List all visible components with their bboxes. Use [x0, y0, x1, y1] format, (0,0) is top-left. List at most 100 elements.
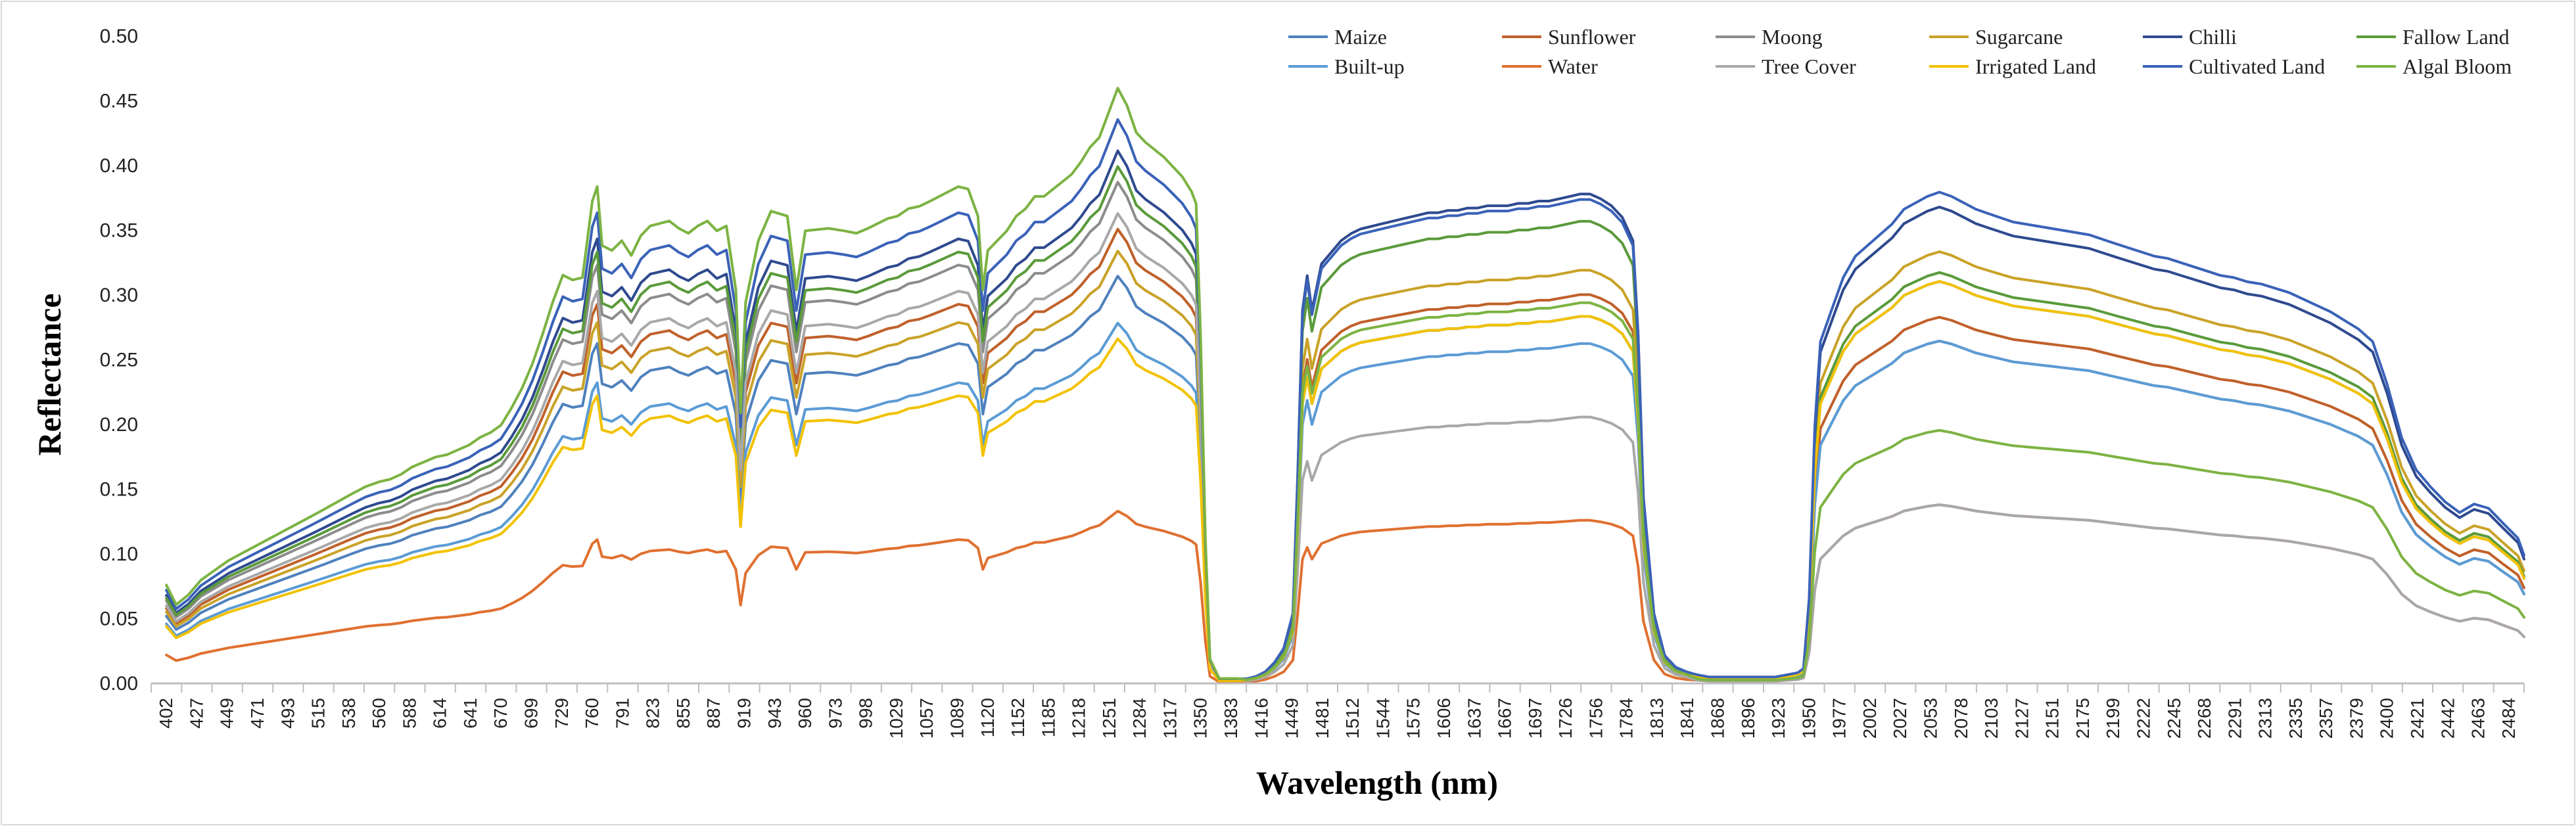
x-tick-label: 1089 — [947, 698, 967, 739]
legend-label: Irrigated Land — [1975, 55, 2096, 78]
x-tick-label: 1726 — [1555, 698, 1576, 739]
y-tick-label: 0.40 — [100, 155, 138, 177]
x-tick-label: 960 — [795, 698, 815, 729]
legend-label: Maize — [1334, 25, 1387, 49]
x-tick-label: 471 — [247, 698, 268, 729]
x-tick-label: 2127 — [2011, 698, 2032, 739]
x-tick-label: 919 — [734, 698, 755, 729]
x-tick-label: 2379 — [2346, 698, 2366, 739]
x-tick-label: 670 — [490, 698, 511, 729]
y-tick-label: 0.10 — [100, 543, 138, 565]
x-tick-label: 2151 — [2042, 698, 2063, 739]
x-tick-label: 973 — [825, 698, 845, 729]
x-tick-label: 823 — [643, 698, 663, 729]
y-axis-title: Reflectance — [31, 293, 68, 455]
x-tick-label: 1251 — [1099, 698, 1119, 739]
x-tick-label: 760 — [582, 698, 602, 729]
y-tick-label: 0.20 — [100, 414, 138, 436]
x-tick-label: 1841 — [1677, 698, 1697, 739]
series-lines — [165, 87, 2525, 683]
y-tick-label: 0.35 — [100, 220, 138, 242]
x-tick-label: 2421 — [2407, 698, 2427, 739]
y-tick-label: 0.45 — [100, 91, 138, 112]
x-tick-label: 1029 — [886, 698, 906, 739]
x-tick-label: 1284 — [1129, 698, 1150, 739]
x-tick-label: 1481 — [1312, 698, 1332, 739]
x-tick-label: 2463 — [2468, 698, 2489, 739]
x-tick-label: 1606 — [1434, 698, 1454, 739]
x-tick-label: 2053 — [1921, 698, 1941, 739]
x-tick-label: 2268 — [2194, 698, 2214, 739]
x-tick-label: 1317 — [1159, 698, 1180, 739]
x-tick-label: 1449 — [1282, 698, 1302, 739]
x-tick-label: 2103 — [1981, 698, 2002, 739]
x-tick-label: 943 — [764, 698, 785, 729]
x-tick-label: 1784 — [1616, 698, 1637, 739]
x-tick-label: 1868 — [1708, 698, 1728, 739]
x-tick-label: 2291 — [2224, 698, 2245, 739]
x-tick-label: 2313 — [2255, 698, 2276, 739]
x-tick-label: 699 — [521, 698, 542, 729]
x-tick-label: 998 — [856, 698, 876, 729]
y-tick-label: 0.25 — [100, 350, 138, 371]
series-line — [165, 212, 2525, 683]
y-tick-label: 0.50 — [100, 26, 138, 47]
x-tick-label: 493 — [277, 698, 298, 729]
x-tick-label: 2400 — [2377, 698, 2397, 739]
x-tick-label: 2442 — [2437, 698, 2458, 739]
x-tick-label: 1512 — [1342, 698, 1363, 739]
x-tick-label: 1416 — [1251, 698, 1271, 739]
x-tick-label: 1756 — [1585, 698, 1606, 739]
x-tick-label: 1544 — [1372, 698, 1393, 739]
x-tick-label: 614 — [430, 698, 450, 729]
x-tick-label: 1383 — [1221, 698, 1241, 739]
x-tick-label: 1950 — [1798, 698, 1819, 739]
x-tick-label: 1977 — [1829, 698, 1850, 739]
x-tick-label: 2245 — [2164, 698, 2184, 739]
y-tick-label: 0.30 — [100, 285, 138, 306]
x-tick-label: 427 — [186, 698, 206, 729]
x-tick-label: 1057 — [916, 698, 937, 739]
x-tick-label: 2357 — [2316, 698, 2336, 739]
x-tick-label: 2027 — [1890, 698, 1910, 739]
x-tick-label: 1575 — [1403, 698, 1424, 739]
x-tick-label: 1896 — [1738, 698, 1758, 739]
legend-label: Built-up — [1334, 55, 1405, 78]
x-axis-ticks: 402 427 449 471 493 515 538 560 588 614 641 670 699 7… — [151, 683, 2525, 739]
x-tick-label: 402 — [156, 698, 176, 729]
y-tick-label: 0.05 — [100, 608, 138, 630]
x-tick-label: 1120 — [977, 698, 998, 737]
legend: Maize Sunflower Moong Sugarcane Chilli Fallow… — [1288, 25, 2512, 78]
series-line — [165, 87, 2525, 681]
x-tick-label: 1923 — [1768, 698, 1789, 739]
x-tick-label: 1350 — [1190, 698, 1211, 739]
x-tick-label: 2335 — [2285, 698, 2306, 739]
x-tick-label: 2175 — [2073, 698, 2093, 739]
legend-label: Tree Cover — [1762, 55, 1856, 78]
x-tick-label: 2484 — [2498, 698, 2519, 739]
legend-label: Chilli — [2189, 25, 2237, 49]
legend-label: Cultivated Land — [2189, 55, 2325, 78]
x-tick-label: 1185 — [1038, 698, 1058, 737]
x-tick-label: 515 — [308, 698, 329, 729]
x-tick-label: 1152 — [1008, 698, 1028, 737]
legend-label: Water — [1548, 55, 1598, 78]
x-tick-label: 855 — [673, 698, 693, 729]
x-axis-title: Wavelength (nm) — [1256, 764, 1498, 801]
x-tick-label: 791 — [612, 698, 632, 729]
y-axis-ticks: 0.00 0.05 0.10 0.15 0.20 0.25 0.30 0.35 0.40 0.45… — [100, 26, 138, 695]
y-tick-label: 0.15 — [100, 479, 138, 501]
x-tick-label: 2078 — [1951, 698, 1971, 739]
x-tick-label: 1218 — [1069, 698, 1089, 739]
x-tick-label: 887 — [703, 698, 724, 729]
y-tick-label: 0.00 — [100, 673, 138, 695]
legend-label: Fallow Land — [2402, 25, 2510, 49]
x-tick-label: 538 — [339, 698, 359, 729]
x-tick-label: 588 — [399, 698, 419, 729]
x-tick-label: 1667 — [1495, 698, 1515, 739]
x-tick-label: 560 — [369, 698, 389, 729]
legend-label: Moong — [1762, 25, 1822, 49]
